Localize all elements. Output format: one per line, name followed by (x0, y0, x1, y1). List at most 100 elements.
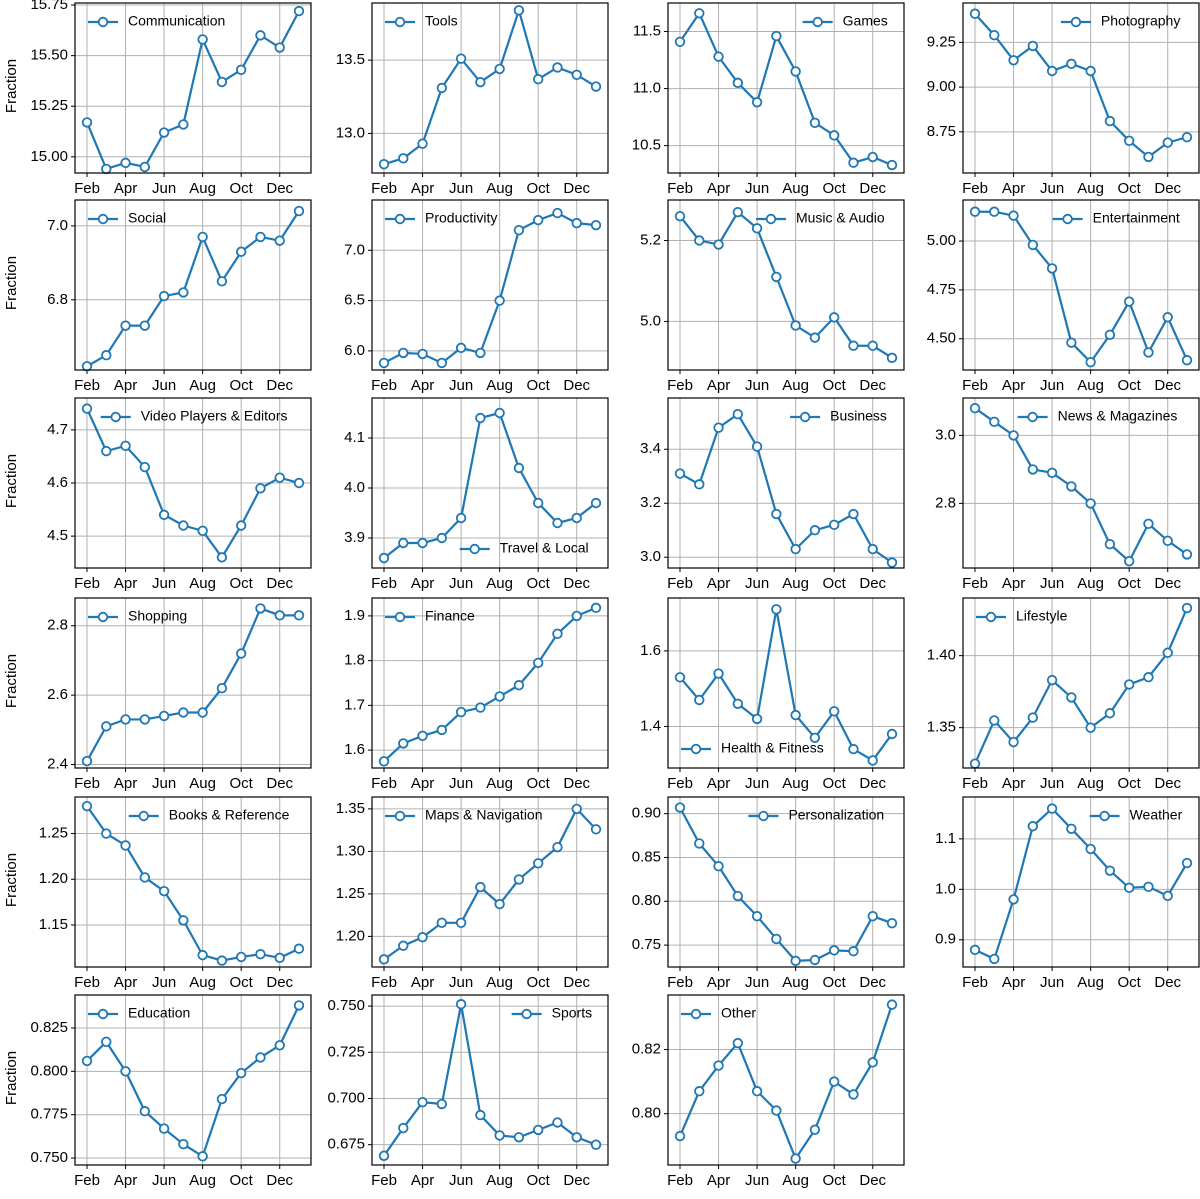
axes-frame (667, 796, 905, 968)
legend-label: Shopping (128, 608, 187, 624)
x-tick-label: Apr (707, 974, 730, 991)
y-tick-label: 13.5 (336, 51, 365, 68)
marker (886, 728, 898, 740)
legend-label: Education (128, 1005, 190, 1021)
marker (378, 357, 390, 369)
marker (378, 1150, 390, 1161)
legend-marker (1099, 810, 1110, 822)
y-axis-label: Fraction (3, 853, 20, 907)
marker (158, 509, 170, 521)
marker (694, 479, 705, 490)
marker (398, 940, 409, 951)
marker (848, 1089, 859, 1100)
x-tick-label: Aug (782, 1172, 809, 1189)
marker (1181, 602, 1193, 614)
x-tick-label: Apr (707, 180, 730, 197)
marker (178, 287, 189, 298)
axes-frame (667, 397, 905, 569)
line (383, 606, 597, 763)
y-tick-label: 1.25 (39, 825, 68, 842)
marker (178, 707, 189, 718)
panel: Feb Apr Jun Aug Oct Dec 1.4 1.6 Health & Fitness (640, 597, 905, 792)
marker (694, 235, 705, 246)
marker (1066, 337, 1077, 348)
x-tick-label: Oct (1118, 377, 1142, 394)
marker (828, 706, 840, 717)
x-tick-label: Oct (823, 575, 847, 592)
marker (848, 508, 859, 520)
line (85, 10, 300, 171)
y-tick-label: 4.5 (47, 527, 68, 544)
marker (255, 231, 266, 243)
marker (120, 320, 131, 331)
marker (255, 483, 266, 494)
marker (571, 803, 582, 815)
marker (417, 138, 428, 149)
x-tick-label: Oct (527, 974, 551, 991)
y-tick-label: 0.750 (30, 1149, 68, 1166)
marker (139, 320, 151, 331)
marker (1027, 464, 1039, 475)
x-tick-label: Apr (411, 1172, 434, 1189)
line (679, 806, 893, 962)
marker (1104, 708, 1116, 719)
marker (751, 713, 763, 725)
x-tick-label: Dec (266, 1172, 293, 1189)
marker (867, 543, 878, 555)
line (679, 412, 893, 564)
marker (274, 472, 285, 483)
x-tick-label: Aug (486, 1172, 513, 1189)
x-tick-label: Dec (859, 974, 886, 991)
x-tick-label: Dec (1154, 575, 1181, 592)
line (86, 805, 300, 962)
panel: Feb Apr Jun Aug Oct Dec 5.0 5.2 Music & Audio (640, 199, 905, 394)
marker (1085, 498, 1096, 509)
y-axis-label: Fraction (3, 59, 20, 113)
marker (751, 97, 763, 108)
y-tick-label: 4.7 (47, 421, 68, 438)
marker (436, 357, 448, 369)
legend-marker (469, 543, 480, 555)
marker (1162, 137, 1173, 148)
marker (235, 951, 247, 963)
legend-marker (690, 1008, 702, 1020)
marker (417, 537, 428, 549)
marker (969, 403, 981, 414)
y-tick-label: 1.0 (935, 880, 956, 897)
x-tick-label: Oct (527, 377, 551, 394)
y-tick-label: 15.75 (30, 0, 68, 13)
x-tick-label: Aug (1077, 575, 1104, 592)
marker (513, 1132, 525, 1143)
marker (1008, 894, 1019, 905)
marker (1046, 803, 1058, 814)
marker (1143, 518, 1154, 530)
x-tick-label: Dec (563, 775, 590, 792)
axes-frame (667, 199, 905, 371)
marker (101, 163, 112, 175)
x-tick-label: Aug (486, 377, 513, 394)
marker (1027, 821, 1039, 832)
x-tick-label: Dec (563, 1172, 590, 1189)
marker (848, 946, 859, 957)
marker (969, 206, 981, 217)
x-tick-label: Feb (962, 575, 988, 592)
x-tick-label: Aug (486, 775, 513, 792)
marker (101, 350, 112, 361)
y-tick-label: 15.00 (30, 148, 68, 165)
marker (139, 1106, 151, 1117)
y-tick-label: 1.35 (927, 719, 956, 736)
marker (1046, 65, 1058, 77)
legend-marker (799, 411, 811, 423)
y-tick-label: 3.4 (640, 440, 661, 457)
x-tick-label: Dec (859, 377, 886, 394)
y-tick-label: 4.1 (344, 429, 365, 446)
legend-marker (690, 743, 702, 755)
marker (969, 944, 981, 956)
legend-marker (758, 810, 769, 822)
x-tick-label: Jun (449, 575, 473, 592)
y-tick-label: 7.0 (344, 241, 365, 258)
marker (255, 949, 266, 960)
y-tick-label: 0.725 (327, 1043, 365, 1060)
marker (139, 872, 151, 883)
marker (436, 82, 448, 94)
